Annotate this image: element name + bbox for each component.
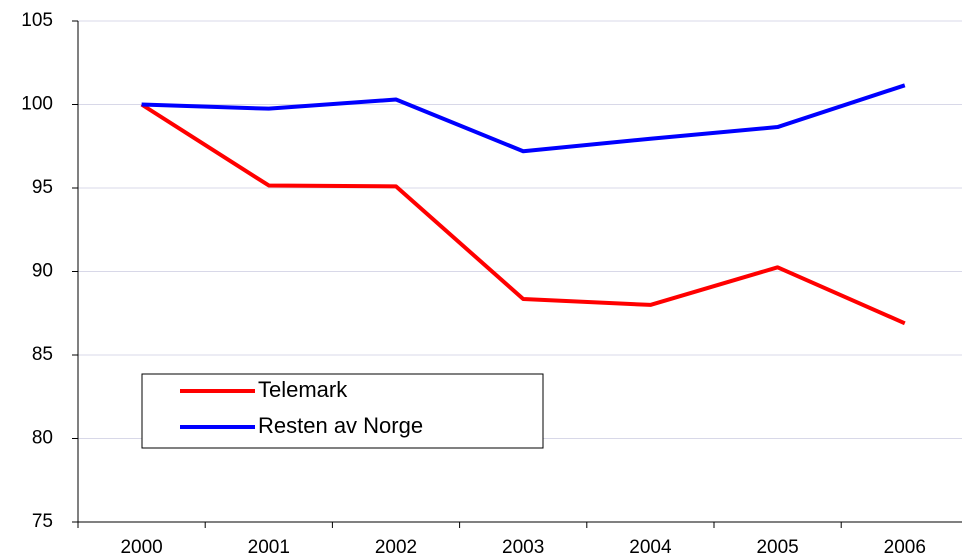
- x-tick-label: 2002: [375, 537, 417, 556]
- series-line: [140, 102, 906, 326]
- y-tick-label: 75: [32, 511, 53, 532]
- y-tick-label: 95: [32, 177, 53, 198]
- legend: [141, 373, 544, 449]
- x-tick-label: 2003: [502, 537, 544, 556]
- x-tick-label: 2006: [884, 537, 926, 556]
- y-tick-label: 105: [21, 10, 53, 31]
- y-tick-label: 90: [32, 261, 53, 282]
- legend-label: Resten av Norge: [258, 413, 423, 438]
- series-line: [141, 83, 906, 154]
- x-tick-label: 2004: [629, 537, 672, 556]
- x-tick-label: 2001: [248, 537, 290, 556]
- y-tick-label: 80: [32, 428, 53, 449]
- y-tick-label: 100: [21, 94, 53, 115]
- x-tick-label: 2005: [756, 537, 798, 556]
- x-tick-label: 2000: [120, 537, 162, 556]
- legend-label: Telemark: [258, 377, 348, 402]
- y-tick-label: 85: [32, 344, 53, 365]
